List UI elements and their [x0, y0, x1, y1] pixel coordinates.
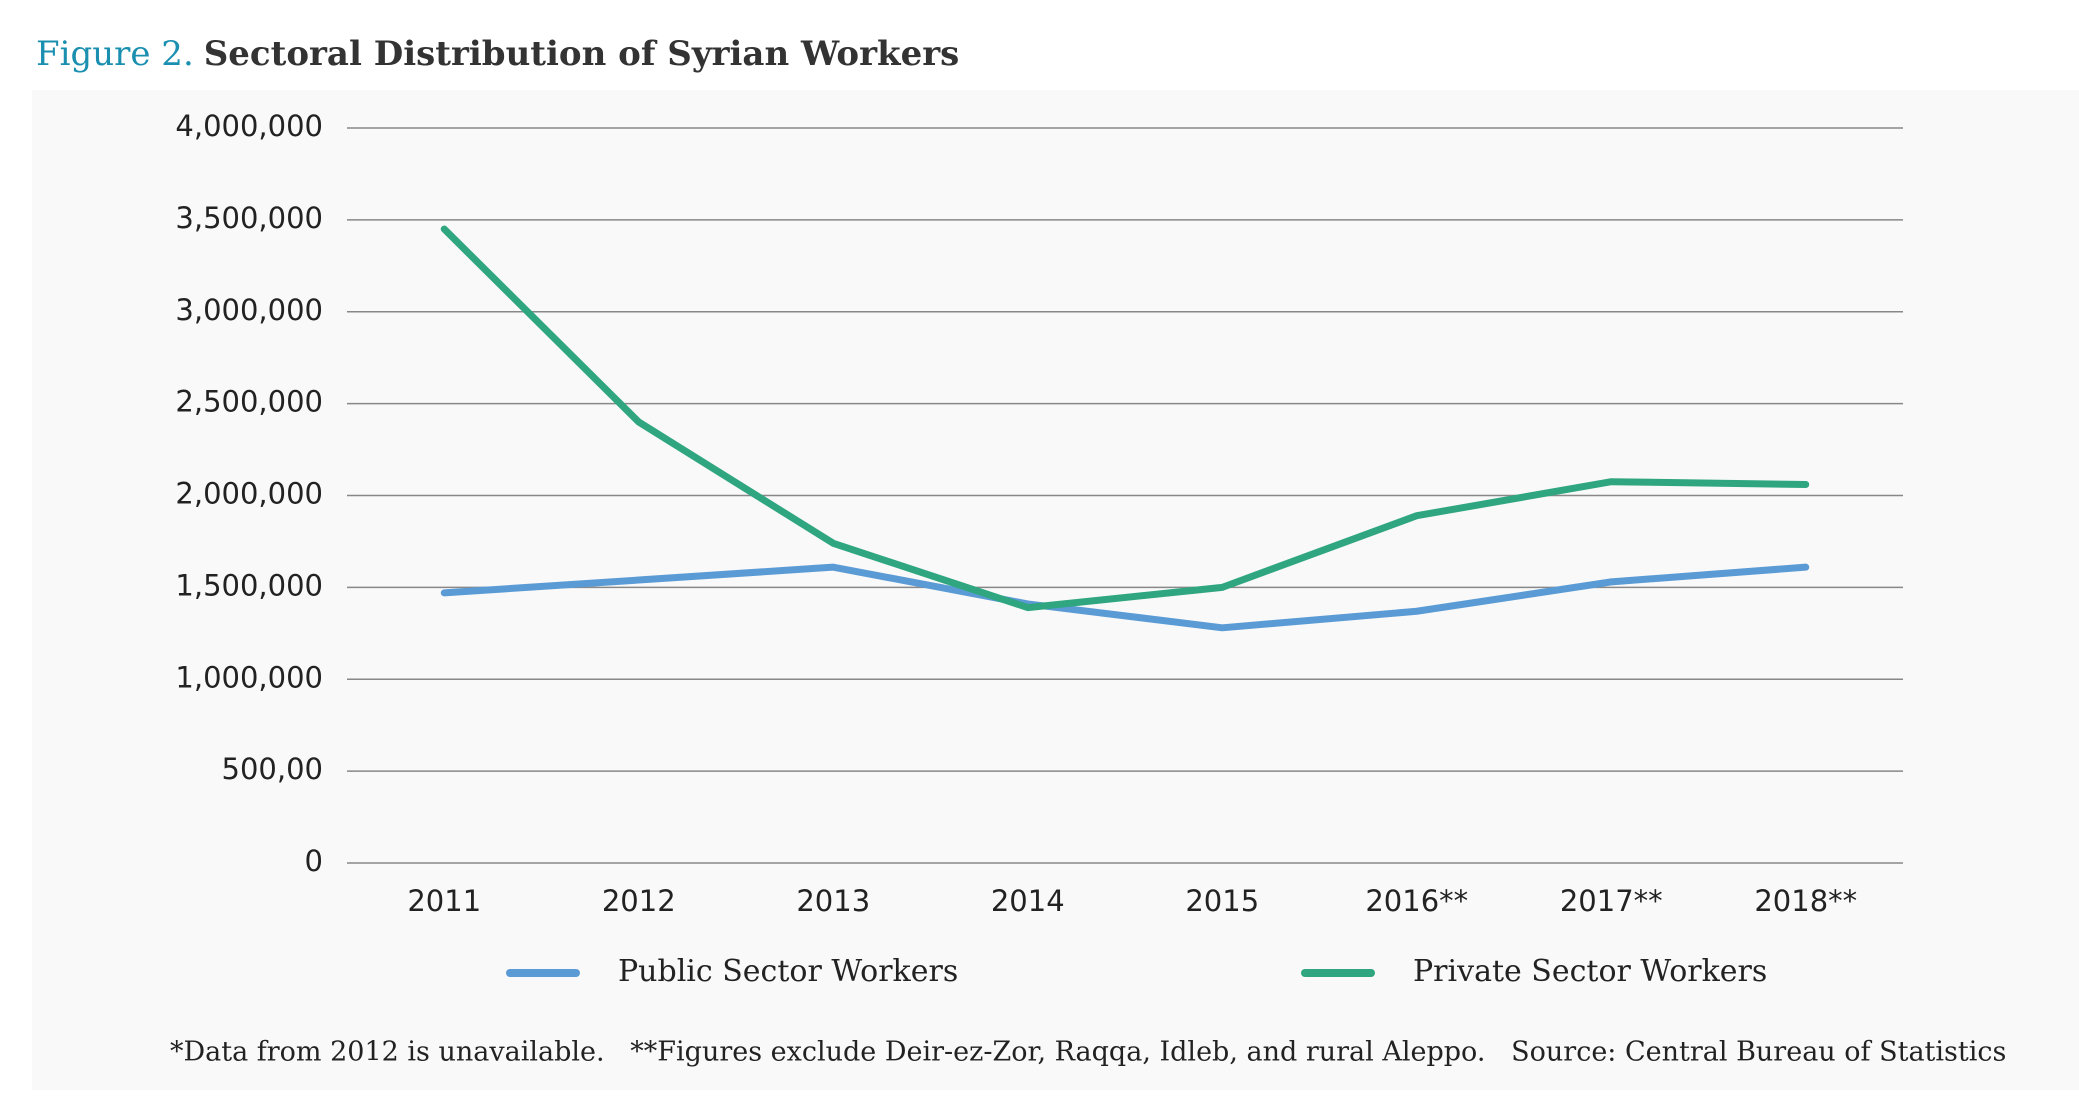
footnote: *Data from 2012 is unavailable. **Figure… — [170, 1037, 2006, 1068]
chart-title: Figure 2. Sectoral Distribution of Syrian… — [36, 34, 959, 74]
x-tick-label: 2014 — [991, 884, 1065, 918]
line — [440, 225, 1810, 612]
x-tick-label: 2015 — [1185, 884, 1259, 918]
y-tick-label: 3,000,000 — [175, 293, 323, 327]
line — [440, 563, 1810, 632]
x-tick-label: 2016** — [1365, 884, 1468, 918]
y-tick-label: 500,00 — [222, 752, 323, 786]
title-prefix: Figure 2. — [36, 34, 194, 74]
y-tick-label: 4,000,000 — [175, 109, 323, 143]
y-tick-label: 2,500,000 — [175, 385, 323, 419]
x-tick-label: 2011 — [407, 884, 481, 918]
y-tick-label: 2,000,000 — [175, 477, 323, 511]
x-tick-label: 2013 — [796, 884, 870, 918]
x-tick-label: 2012 — [602, 884, 676, 918]
x-tick-label: 2017** — [1560, 884, 1663, 918]
y-tick-label: 1,500,000 — [175, 568, 323, 602]
legend-label: Private Sector Workers — [1413, 954, 1767, 989]
x-tick-label: 2018** — [1754, 884, 1857, 918]
title-text: Sectoral Distribution of Syrian Workers — [204, 34, 960, 74]
y-tick-label: 3,500,000 — [175, 201, 323, 235]
legend-label: Public Sector Workers — [618, 954, 958, 989]
panel — [32, 90, 2079, 1090]
y-tick-label: 0 — [305, 844, 323, 878]
y-tick-label: 1,000,000 — [175, 660, 323, 694]
